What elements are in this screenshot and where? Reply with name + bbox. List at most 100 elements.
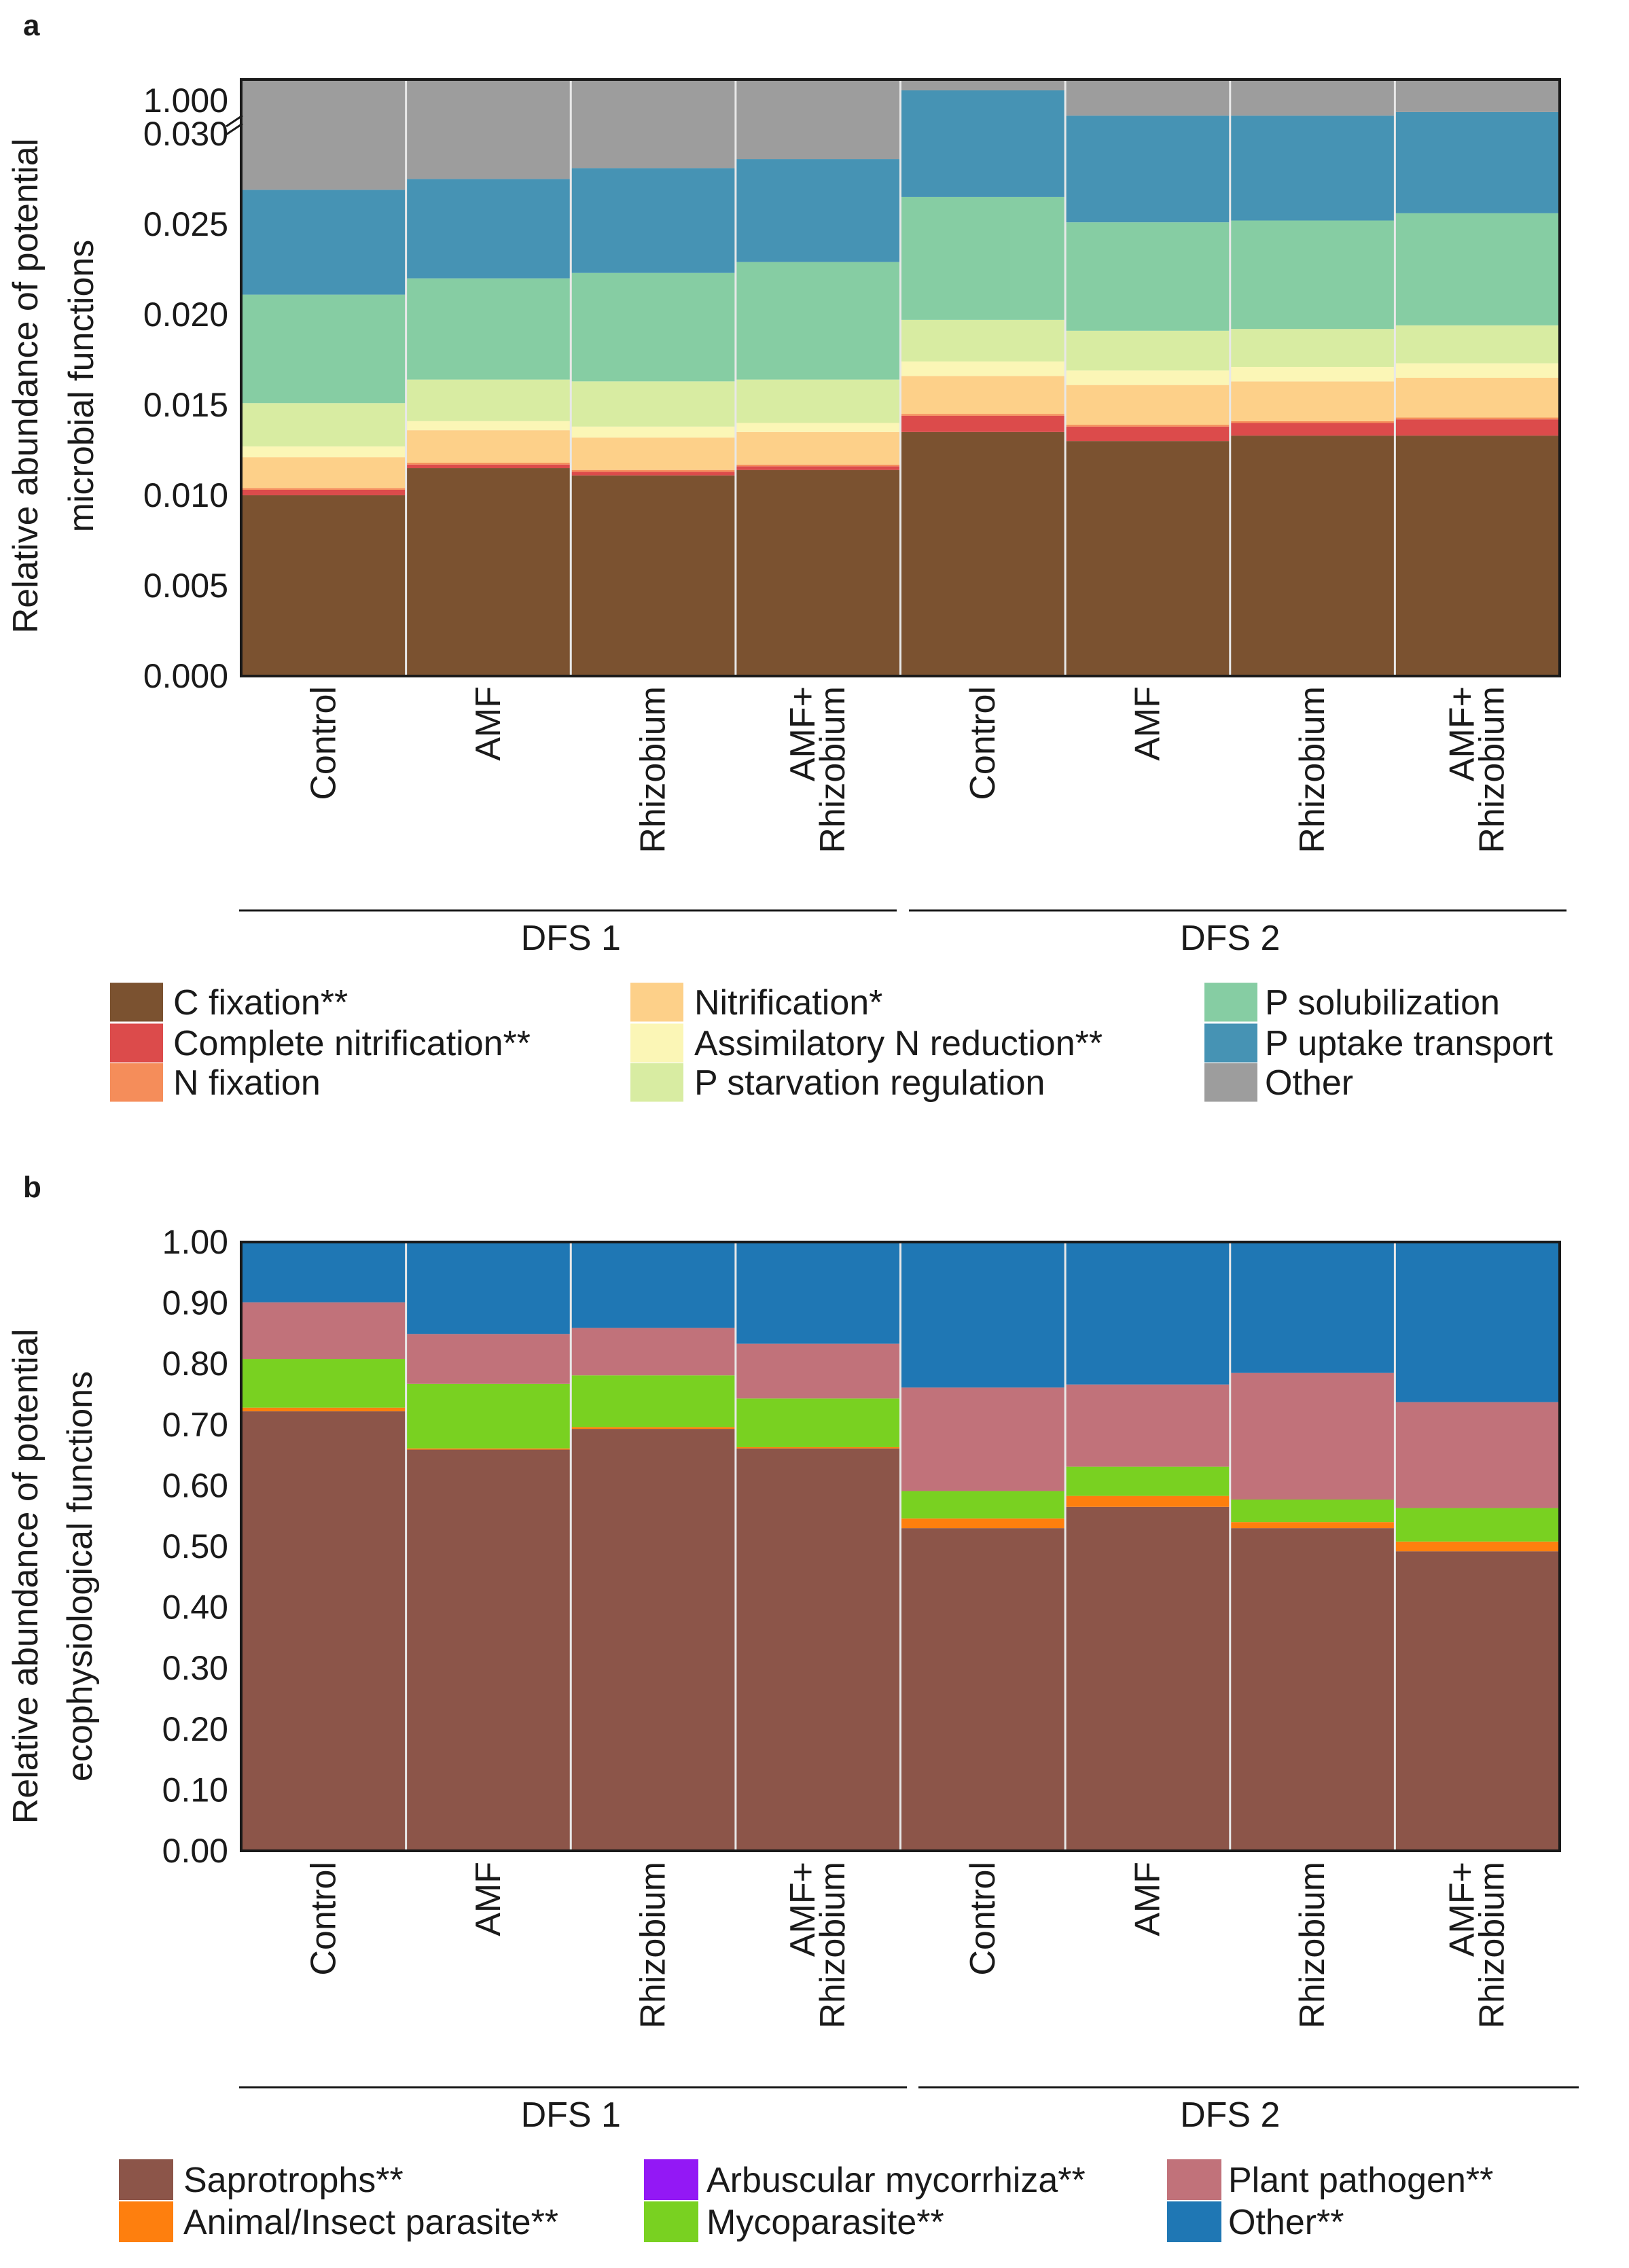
legend-swatch <box>1167 2201 1221 2242</box>
x-tick-label: Control <box>963 686 1003 800</box>
y-tick-label: 0.70 <box>162 1406 228 1444</box>
legend-swatch <box>119 2159 173 2200</box>
x-tick-label: AMF+ <box>783 1862 823 1957</box>
legend-swatch <box>110 1023 163 1063</box>
y-tick-label: 0.90 <box>162 1284 228 1322</box>
legend-label: Saprotrophs** <box>183 2161 404 2200</box>
legend-swatch <box>1204 1023 1257 1063</box>
bar-segment-0-6-7 <box>1395 213 1560 325</box>
group-label: DFS 1 <box>521 919 621 958</box>
bar-segment-1-4-4 <box>900 1387 1066 1491</box>
legend-swatch <box>630 1063 683 1102</box>
group-label: DFS 2 <box>1180 2095 1280 2135</box>
bar-segment-1-3-0 <box>241 1359 406 1408</box>
x-tick-label: AMF+ <box>1443 1862 1482 1957</box>
y-tick-label: 0.000 <box>143 657 228 695</box>
bar-segment-0-4-0 <box>241 446 406 458</box>
legend-label: C fixation** <box>173 983 348 1023</box>
bar-segment-1-4-2 <box>571 1328 736 1376</box>
x-tick-label: Rhizobium <box>1293 1862 1332 2029</box>
bar-segment-0-0-4 <box>900 431 1066 676</box>
bar-segment-0-7-1 <box>406 179 571 279</box>
legend-swatch <box>119 2201 173 2242</box>
bar-segment-1-4-5 <box>1065 1384 1230 1467</box>
bar-segment-0-0-5 <box>1065 441 1230 676</box>
panel-label-b: b <box>23 1171 41 1204</box>
x-tick-label: Control <box>304 686 343 800</box>
bar-segment-0-3-7 <box>1395 378 1560 418</box>
bar-segment-1-1-6 <box>1230 1522 1395 1529</box>
bar-segment-1-5-4 <box>900 1242 1066 1388</box>
bar-segment-0-5-0 <box>241 403 406 447</box>
bar-segment-0-2-3 <box>735 464 901 467</box>
y-tick-label: 0.50 <box>162 1527 228 1565</box>
legend-swatch <box>630 1023 683 1063</box>
chart-a: 0.000 0.005 0.010 0.015 0.020 0.025 0.0301.000… <box>6 78 1567 1103</box>
bar-segment-1-4-7 <box>1395 1402 1560 1508</box>
legend-swatch <box>644 2201 698 2242</box>
bar-segment-1-0-3 <box>735 1448 901 1851</box>
bar-segment-0-8-0 <box>241 79 406 190</box>
x-tick-label: Rhizobium <box>634 1862 673 2029</box>
bar-segment-0-5-6 <box>1230 329 1395 368</box>
x-tick-label: Rhizobium <box>1473 686 1512 853</box>
y-tick-label: 0.020 <box>143 296 228 334</box>
bar-segment-0-4-5 <box>1065 370 1230 385</box>
bar-segment-0-0-7 <box>1395 436 1560 676</box>
legend-label: Assimilatory N reduction** <box>694 1024 1103 1063</box>
bar-segment-0-7-7 <box>1395 111 1560 213</box>
bar-segment-0-4-1 <box>406 421 571 431</box>
bar-segment-1-3-7 <box>1395 1508 1560 1542</box>
bar-segment-0-7-6 <box>1230 116 1395 221</box>
bar-segment-1-5-6 <box>1230 1242 1395 1373</box>
bar-segment-1-3-1 <box>406 1383 571 1449</box>
bar-segment-0-8-3 <box>735 79 901 160</box>
bar-segment-1-4-3 <box>735 1343 901 1399</box>
legend-label: P solubilization <box>1265 983 1500 1023</box>
bar-segment-0-1-0 <box>241 489 406 495</box>
axis-break-mark <box>226 114 243 136</box>
legend-swatch <box>630 982 683 1022</box>
y-tick-label: 0.30 <box>162 1649 228 1687</box>
y-tick-label: 0.10 <box>162 1771 228 1809</box>
legend-swatch <box>1204 982 1257 1022</box>
bar-segment-0-3-5 <box>1065 385 1230 425</box>
bar-segment-1-1-3 <box>735 1447 901 1449</box>
chart-b: 0.00 0.10 0.20 0.30 0.40 0.50 0.60 0.70 0.80 0.90… <box>6 1223 1579 2242</box>
bar-segment-1-0-5 <box>1065 1506 1230 1851</box>
bar-segment-0-8-4 <box>900 79 1066 90</box>
bar-segment-0-4-7 <box>1395 363 1560 378</box>
y-tick-label: 0.00 <box>162 1832 228 1870</box>
bar-segment-0-2-7 <box>1395 417 1560 420</box>
bar-segment-1-1-2 <box>571 1427 736 1430</box>
x-tick-label: AMF <box>469 686 508 761</box>
legend-swatch <box>644 2159 698 2200</box>
bar-segment-0-2-2 <box>571 469 736 472</box>
bar-segment-0-2-6 <box>1230 421 1395 423</box>
bar-segment-0-6-3 <box>735 262 901 380</box>
bar-segment-0-1-4 <box>900 415 1066 432</box>
bar-segment-1-4-0 <box>241 1302 406 1360</box>
x-tick-label: Control <box>304 1862 343 1976</box>
bar-segment-0-3-1 <box>406 430 571 463</box>
x-tick-label: Rhizobium <box>634 686 673 853</box>
bar-segment-0-5-2 <box>571 381 736 427</box>
bar-segment-1-1-4 <box>900 1518 1066 1529</box>
bar-segment-0-7-4 <box>900 90 1066 197</box>
legend-label: P starvation regulation <box>694 1063 1045 1103</box>
bar-segment-0-8-6 <box>1230 79 1395 116</box>
legend-label: Other** <box>1228 2203 1344 2242</box>
bar-segment-0-8-5 <box>1065 79 1230 116</box>
bar-segment-0-7-0 <box>241 190 406 295</box>
bar-segment-0-1-5 <box>1065 426 1230 442</box>
bar-segment-1-1-7 <box>1395 1541 1560 1552</box>
y-tick-label: 0.40 <box>162 1589 228 1627</box>
x-tick-label: AMF <box>1128 686 1167 761</box>
bar-segment-1-5-5 <box>1065 1242 1230 1385</box>
y-tick-label: 0.20 <box>162 1710 228 1748</box>
bar-segment-0-4-2 <box>571 426 736 438</box>
y-tick-label-top: 1.000 <box>143 82 228 120</box>
y-tick-label: 0.030 <box>143 115 228 153</box>
x-tick-label: Rhizobium <box>813 686 853 853</box>
